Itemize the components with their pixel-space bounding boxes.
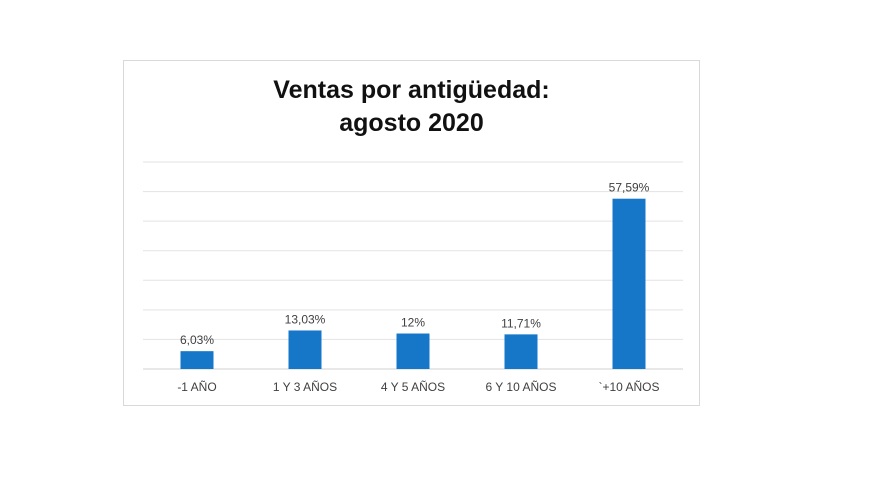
x-tick-label: 1 Y 3 AÑOS <box>273 380 337 394</box>
bar <box>612 198 646 369</box>
x-tick-label: 6 Y 10 AÑOS <box>486 380 557 394</box>
x-tick-label: -1 AÑO <box>177 380 216 394</box>
data-label: 11,71% <box>501 316 541 330</box>
data-label: 12% <box>401 316 425 330</box>
chart-title: Ventas por antigüedad: agosto 2020 <box>123 74 700 140</box>
chart-title-line1: Ventas por antigüedad: <box>273 76 550 104</box>
bar <box>288 330 322 369</box>
x-tick-label: `+10 AÑOS <box>598 380 659 394</box>
chart-frame <box>123 60 700 406</box>
bar <box>504 334 538 369</box>
x-tick-label: 4 Y 5 AÑOS <box>381 380 445 394</box>
data-label: 6,03% <box>180 333 214 347</box>
bar <box>180 351 214 369</box>
chart-title-line2: agosto 2020 <box>339 109 484 137</box>
bar <box>396 333 430 369</box>
data-label: 57,59% <box>609 181 650 195</box>
data-label: 13,03% <box>285 312 326 326</box>
